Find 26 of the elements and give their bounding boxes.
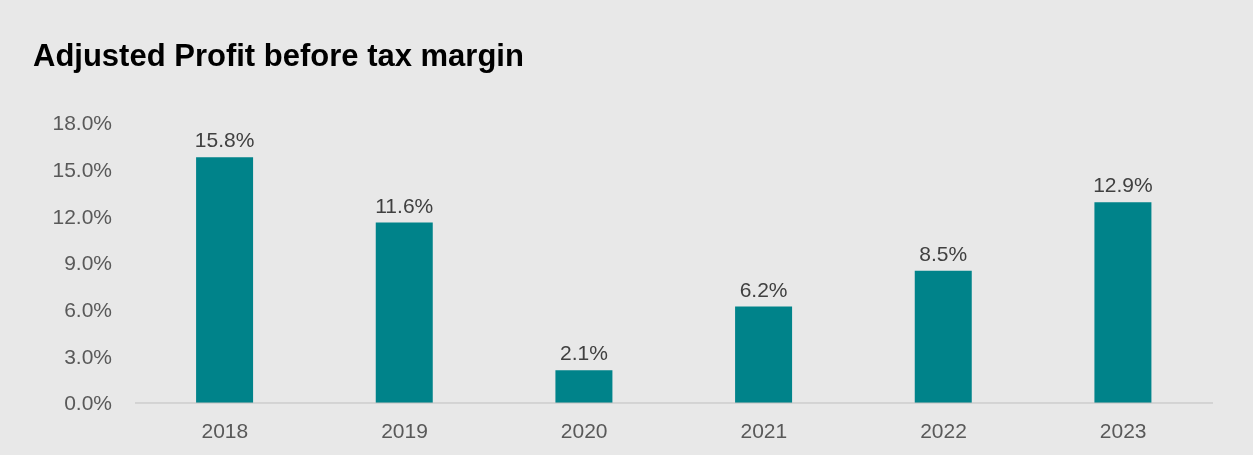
data-label: 8.5% <box>919 241 968 265</box>
y-tick-label: 15.0% <box>52 158 112 182</box>
bar <box>196 157 254 403</box>
data-label: 2.1% <box>559 341 608 365</box>
x-tick-label: 2020 <box>560 418 608 442</box>
bar <box>555 370 613 403</box>
x-tick-label: 2018 <box>201 418 249 442</box>
x-tick-label: 2019 <box>381 418 428 442</box>
bar <box>735 306 793 403</box>
x-tick-label: 2022 <box>920 418 967 442</box>
y-tick-label: 0.0% <box>64 391 112 415</box>
data-label: 11.6% <box>375 193 434 217</box>
data-label: 12.9% <box>1093 173 1153 197</box>
bar <box>1094 202 1152 403</box>
x-tick-label: 2021 <box>740 418 788 442</box>
y-tick-label: 12.0% <box>52 204 112 228</box>
x-tick-label: 2023 <box>1099 418 1147 442</box>
data-label: 15.8% <box>194 128 255 152</box>
bar <box>914 270 972 403</box>
y-tick-label: 3.0% <box>64 344 112 368</box>
data-label: 6.2% <box>739 277 788 301</box>
y-tick-label: 9.0% <box>64 251 112 275</box>
bar <box>375 222 433 403</box>
chart-title: Adjusted Profit before tax margin <box>33 38 524 74</box>
y-tick-label: 6.0% <box>64 298 112 322</box>
y-tick-label: 18.0% <box>52 111 112 135</box>
